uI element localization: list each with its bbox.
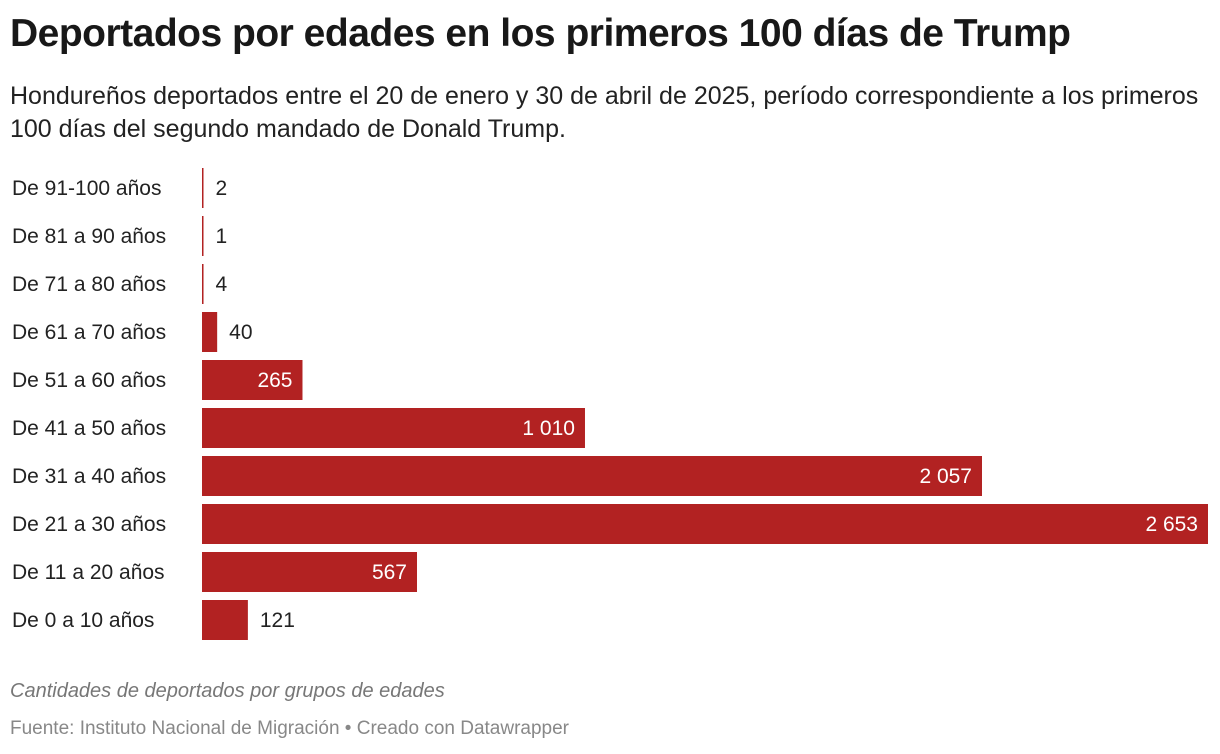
bar — [202, 168, 204, 208]
bar — [202, 552, 418, 592]
bar — [202, 312, 218, 352]
value-label: 1 010 — [522, 417, 575, 440]
value-label: 2 057 — [919, 465, 972, 488]
bar — [202, 408, 585, 448]
value-label: 40 — [229, 321, 252, 344]
category-label: De 0 a 10 años — [12, 609, 154, 632]
category-label: De 91-100 años — [12, 177, 161, 200]
value-label: 1 — [216, 225, 228, 248]
bar — [202, 600, 248, 640]
bar-chart: De 91-100 años 2 De 81 a 90 años 1 De 71 a 8… — [12, 168, 1208, 640]
value-label: 4 — [216, 273, 228, 296]
category-label: De 51 a 60 años — [12, 369, 166, 392]
bar — [202, 360, 303, 400]
bar — [202, 504, 1208, 544]
bar — [202, 216, 204, 256]
category-label: De 41 a 50 años — [12, 417, 166, 440]
value-label: 2 653 — [1145, 513, 1198, 536]
category-label: De 71 a 80 años — [12, 273, 166, 296]
value-label: 567 — [372, 561, 407, 584]
category-label: De 31 a 40 años — [12, 465, 166, 488]
chart-title: Deportados por edades en los primeros 10… — [10, 12, 1071, 55]
value-label: 121 — [260, 609, 295, 632]
value-label: 2 — [216, 177, 228, 200]
category-label: De 11 a 20 años — [12, 561, 165, 584]
bar — [202, 456, 983, 496]
category-label: De 81 a 90 años — [12, 225, 166, 248]
chart-source: Fuente: Instituto Nacional de Migración … — [10, 718, 570, 739]
category-label: De 61 a 70 años — [12, 321, 166, 344]
category-label: De 21 a 30 años — [12, 513, 166, 536]
chart-notes: Cantidades de deportados por grupos de e… — [10, 680, 445, 702]
bar — [202, 264, 204, 304]
value-label: 265 — [257, 369, 292, 392]
chart-subtitle: Hondureños deportados entre el 20 de ene… — [10, 82, 1199, 143]
